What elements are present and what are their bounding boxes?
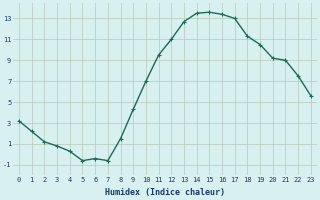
X-axis label: Humidex (Indice chaleur): Humidex (Indice chaleur)	[105, 188, 225, 197]
